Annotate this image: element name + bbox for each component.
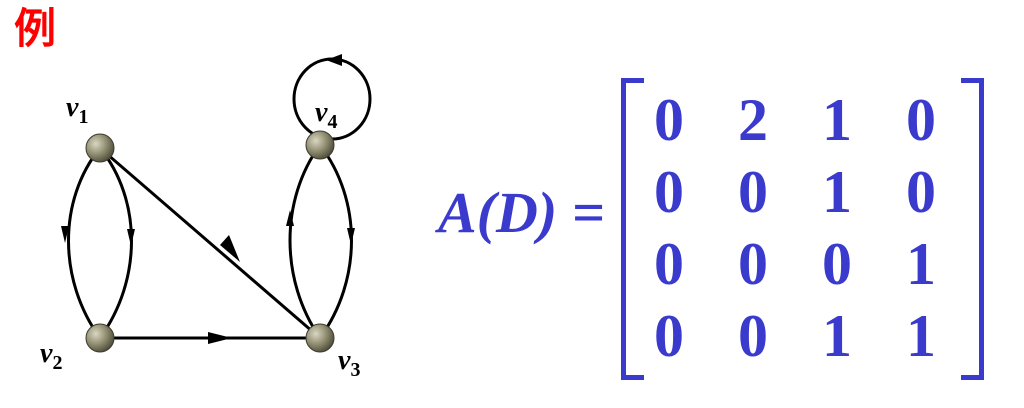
node-v4 [305, 130, 335, 160]
node-v2 [85, 323, 115, 353]
edge-v3-v4 [288, 144, 322, 339]
matrix-cell-r2-c1: 0 [654, 159, 684, 225]
node-v3 [305, 323, 335, 353]
edge-v1-v2-right [98, 147, 133, 339]
adjacency-matrix: 0 2 1 0 0 0 1 0 0 0 0 1 0 0 1 1 [621, 78, 984, 380]
arrow-v2-v3 [208, 332, 232, 344]
edge-v1-v2-left [67, 147, 102, 339]
node-label-v2: v2 [40, 338, 62, 374]
matrix-cell-r1-c3: 1 [822, 87, 852, 153]
node-label-v1-sub: 1 [78, 106, 88, 128]
matrix-cell-r4-c3: 1 [822, 303, 852, 369]
matrix-cell-r3-c3: 0 [822, 231, 852, 297]
matrix-cell-r1-c4: 0 [906, 87, 936, 153]
node-label-v2-sub: 2 [52, 352, 62, 374]
matrix-cell-r4-c2: 0 [738, 303, 768, 369]
arrow-v3-v4 [286, 210, 294, 226]
matrix-cell-r3-c4: 1 [906, 231, 936, 297]
arrow-v1-v3 [220, 235, 240, 262]
node-label-v4-sub: 4 [327, 111, 337, 133]
node-label-v2-main: v [40, 338, 53, 369]
node-v1 [85, 133, 115, 163]
node-label-v4: v4 [315, 97, 337, 133]
node-label-v3-main: v [338, 345, 351, 376]
matrix-cell-r3-c2: 0 [738, 231, 768, 297]
directed-graph: v1 v2 v3 v4 [40, 54, 372, 381]
edge-v1-v3 [99, 146, 321, 340]
arrow-v1-v2-left [61, 226, 69, 243]
example-title: 例 [14, 4, 57, 53]
edge-v4-v3 [318, 144, 353, 339]
matrix-right-bracket [961, 78, 984, 380]
matrix-cell-r4-c1: 0 [654, 303, 684, 369]
matrix-cell-r1-c2: 2 [738, 87, 768, 153]
matrix-cell-r2-c2: 0 [738, 159, 768, 225]
adjacency-equation-lhs: A(D) = [438, 180, 605, 245]
arrow-v1-v2-right [127, 229, 135, 246]
node-label-v3: v3 [338, 345, 360, 381]
node-label-v4-main: v [315, 97, 328, 128]
node-label-v3-sub: 3 [350, 359, 360, 381]
arrow-v4-loop [326, 54, 342, 66]
matrix-left-bracket [621, 78, 644, 380]
matrix-cell-r3-c1: 0 [654, 231, 684, 297]
matrix-cell-r2-c3: 1 [822, 159, 852, 225]
matrix-cell-r4-c4: 1 [906, 303, 936, 369]
arrow-v4-v3 [347, 228, 355, 245]
matrix-cell-r1-c1: 0 [654, 87, 684, 153]
matrix-cell-r2-c4: 0 [906, 159, 936, 225]
node-label-v1: v1 [66, 92, 88, 128]
node-label-v1-main: v [66, 92, 79, 123]
